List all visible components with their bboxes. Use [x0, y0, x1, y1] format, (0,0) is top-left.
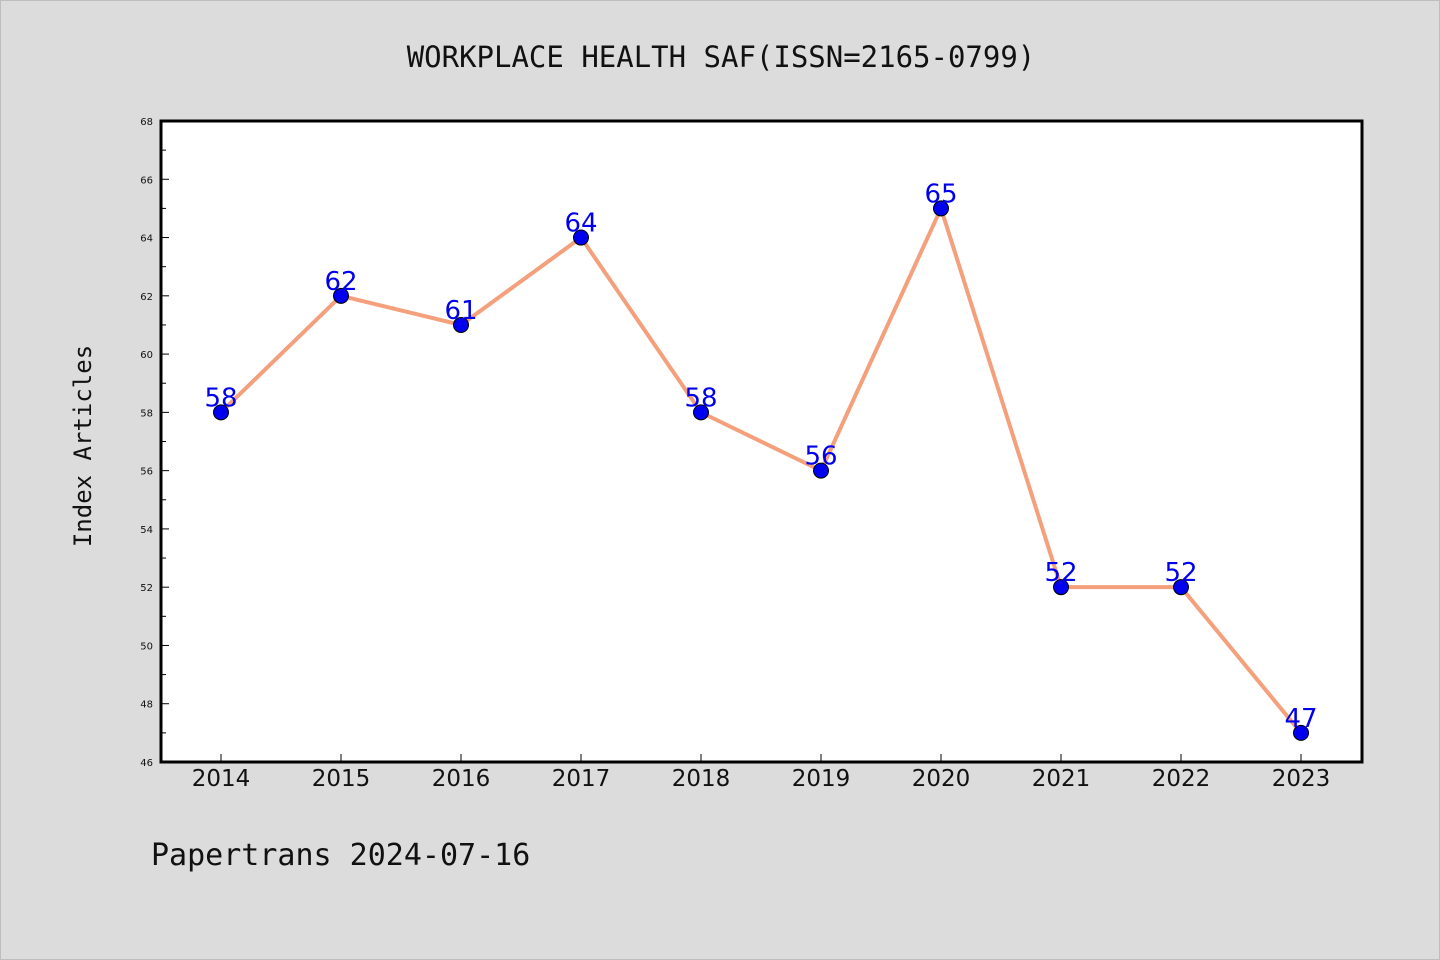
- y-axis-label: Index Articles: [69, 345, 97, 547]
- y-tick-label: 52: [140, 583, 153, 594]
- data-label: 58: [684, 383, 717, 413]
- x-tick-label: 2016: [432, 766, 491, 792]
- data-label: 61: [444, 296, 477, 326]
- y-tick-label: 56: [140, 467, 153, 478]
- x-tick-label: 2021: [1032, 766, 1091, 792]
- x-tick-label: 2022: [1152, 766, 1211, 792]
- data-point: [813, 462, 829, 479]
- data-labels: 58 62 61 64 58 56 65 52 52 47: [204, 179, 1317, 733]
- data-label: 47: [1284, 704, 1317, 734]
- y-tick-label: 68: [140, 117, 153, 128]
- data-label: 52: [1164, 558, 1197, 588]
- data-label: 58: [204, 383, 237, 413]
- data-point: [213, 404, 229, 421]
- data-point: [933, 200, 949, 217]
- data-point: [573, 229, 589, 246]
- data-point: [693, 404, 709, 421]
- y-axis-ticks: 46 48 50 52 54 56 58 60 62 64 66 68: [140, 117, 169, 769]
- footer-text: Papertrans 2024-07-16: [151, 838, 530, 873]
- data-label: 62: [324, 267, 357, 297]
- data-point: [333, 287, 349, 304]
- chart-title: WORKPLACE HEALTH SAF(ISSN=2165-0799): [407, 40, 1036, 74]
- x-tick-label: 2020: [912, 766, 971, 792]
- y-tick-label: 66: [140, 175, 153, 186]
- data-point: [1053, 579, 1069, 596]
- y-tick-label: 54: [140, 525, 153, 536]
- x-tick-label: 2017: [552, 766, 611, 792]
- data-point: [453, 316, 469, 333]
- y-tick-label: 62: [140, 292, 153, 303]
- y-tick-label: 48: [140, 700, 153, 711]
- y-tick-label: 58: [140, 408, 153, 419]
- data-point: [1293, 724, 1309, 741]
- series-line: [219, 206, 1303, 735]
- x-axis-ticks: 2014 2015 2016 2017 2018 2019 2020 2021 2022 2023: [192, 754, 1331, 792]
- y-tick-label: 50: [140, 641, 153, 652]
- x-tick-label: 2015: [312, 766, 371, 792]
- x-tick-label: 2023: [1272, 766, 1331, 792]
- data-label: 64: [564, 209, 597, 239]
- series-layer: [213, 200, 1309, 741]
- data-label: 56: [804, 442, 837, 472]
- y-tick-label: 64: [140, 234, 153, 245]
- y-tick-label: 46: [140, 758, 153, 769]
- data-label: 52: [1044, 558, 1077, 588]
- y-tick-label: 60: [140, 350, 153, 361]
- data-label: 65: [924, 179, 957, 209]
- x-tick-label: 2014: [192, 766, 251, 792]
- data-point: [1173, 579, 1189, 596]
- x-tick-label: 2018: [672, 766, 731, 792]
- x-tick-label: 2019: [792, 766, 851, 792]
